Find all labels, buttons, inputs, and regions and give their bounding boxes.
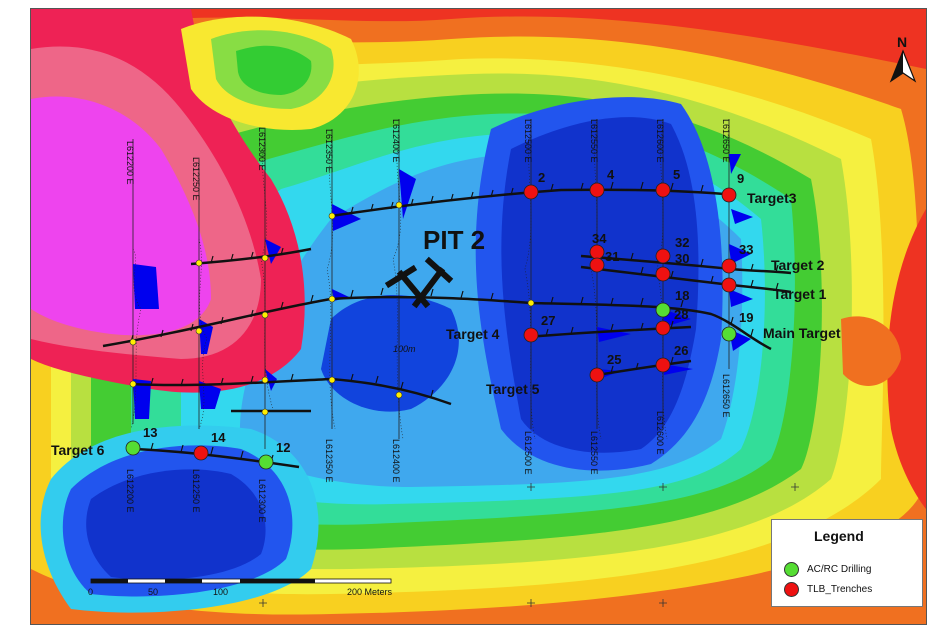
label-34: 34: [592, 231, 607, 246]
target2-label: Target 2: [771, 257, 825, 273]
target1-label: Target 1: [773, 286, 827, 302]
target5-label: Target 5: [486, 381, 540, 397]
drill-point-13: [125, 440, 141, 456]
trench-point-14: [193, 445, 209, 461]
main-target-label: Main Target: [763, 325, 841, 341]
label-9: 9: [737, 171, 744, 186]
scale-tick-100: 100: [213, 587, 228, 597]
legend-trenches: TLB_Trenches: [784, 582, 872, 597]
label-30: 30: [675, 251, 689, 266]
line-label-top-612250: L612250 E: [191, 157, 201, 201]
line-labels-bottom: L612200 E L612250 E L612300 E L612350 E …: [125, 374, 731, 523]
legend: Legend AC/RC Drilling TLB_Trenches: [771, 519, 923, 607]
target4-label: Target 4: [446, 326, 500, 342]
trench-point-28: [655, 320, 671, 336]
drill-point-18: [655, 302, 671, 318]
legend-drilling-label: AC/RC Drilling: [807, 564, 872, 575]
pit-icon: [384, 256, 454, 309]
target6-label: Target 6: [51, 442, 105, 458]
label-12: 12: [276, 440, 290, 455]
label-13: 13: [143, 425, 157, 440]
station-markers: [129, 201, 535, 416]
trench-point-33: [721, 258, 737, 274]
line-labels-top: L612200 E L612250 E L612300 E L612350 E …: [125, 119, 731, 201]
map-frame: 2 4 5 9 34 31 32 30 33 18 19 28 27 25 26…: [30, 8, 927, 625]
label-32: 32: [675, 235, 689, 250]
scale-tick-50: 50: [148, 587, 158, 597]
red-dot-icon: [784, 582, 799, 597]
legend-trenches-label: TLB_Trenches: [807, 584, 873, 595]
trench-point-31: [589, 257, 605, 273]
trench-point-9: [721, 187, 737, 203]
line-label-top-612500: L612500 E: [523, 119, 533, 163]
label-5: 5: [673, 167, 680, 182]
trench-point-2: [523, 184, 539, 200]
label-4: 4: [607, 167, 615, 182]
line-label-top-612300: L612300 E: [257, 127, 267, 171]
scale-note: 100m: [393, 344, 416, 354]
label-26: 26: [674, 343, 688, 358]
label-33: 33: [739, 242, 753, 257]
scale-tick-0: 0: [88, 587, 93, 597]
legend-title: Legend: [814, 528, 864, 544]
trench-point-4: [589, 182, 605, 198]
trench-point-30: [655, 266, 671, 282]
trench-point-26: [655, 357, 671, 373]
line-label-top-612550: L612550 E: [589, 119, 599, 163]
label-19: 19: [739, 310, 753, 325]
label-18: 18: [675, 288, 689, 303]
trench-point-27: [523, 327, 539, 343]
pit-label: PIT 2: [423, 225, 485, 255]
line-label-top-612650: L612650 E: [721, 119, 731, 163]
label-2: 2: [538, 170, 545, 185]
label-14: 14: [211, 430, 226, 445]
line-label-bottom-612500: L612500 E: [523, 431, 533, 475]
line-label-top-612600: L612600 E: [655, 119, 665, 163]
drill-point-12: [258, 454, 274, 470]
geophysics-map: 2 4 5 9 34 31 32 30 33 18 19 28 27 25 26…: [31, 9, 926, 624]
label-27: 27: [541, 313, 555, 328]
trench-point-target1: [721, 277, 737, 293]
trench-point-34: [589, 244, 605, 260]
line-label-bottom-612300: L612300 E: [257, 479, 267, 523]
line-label-bottom-612250: L612250 E: [191, 469, 201, 513]
label-31: 31: [605, 249, 619, 264]
line-label-bottom-612600: L612600 E: [655, 411, 665, 455]
green-dot-icon: [784, 562, 799, 577]
trench-point-5: [655, 182, 671, 198]
trench-point-25: [589, 367, 605, 383]
trench-point-32: [655, 248, 671, 264]
north-label: N: [897, 34, 907, 50]
line-label-bottom-612550: L612550 E: [589, 431, 599, 475]
line-label-top-612200: L612200 E: [125, 141, 135, 185]
line-label-bottom-612200: L612200 E: [125, 469, 135, 513]
sample-points: [125, 182, 737, 470]
label-25: 25: [607, 352, 621, 367]
legend-drilling: AC/RC Drilling: [784, 562, 871, 577]
grid-crosses: [259, 483, 799, 607]
line-label-bottom-612350: L612350 E: [324, 439, 334, 483]
target3-label: Target3: [747, 190, 797, 206]
line-label-top-612400: L612400 E: [391, 119, 401, 163]
drill-point-19: [721, 326, 737, 342]
scale-tick-200: 200 Meters: [347, 587, 393, 597]
north-arrow-icon: N: [889, 34, 917, 83]
point-labels: 2 4 5 9 34 31 32 30 33 18 19 28 27 25 26…: [143, 167, 753, 455]
line-label-bottom-612400: L612400 E: [391, 439, 401, 483]
line-label-bottom-612650: L612650 E: [721, 374, 731, 418]
target-labels: Target3 Target 2 Target 1 Main Target Ta…: [51, 190, 841, 458]
scale-bar: 0 50 100 200 Meters: [88, 578, 393, 597]
label-28: 28: [674, 307, 688, 322]
line-label-top-612350: L612350 E: [324, 129, 334, 173]
anomaly-profiles: [133, 154, 753, 419]
